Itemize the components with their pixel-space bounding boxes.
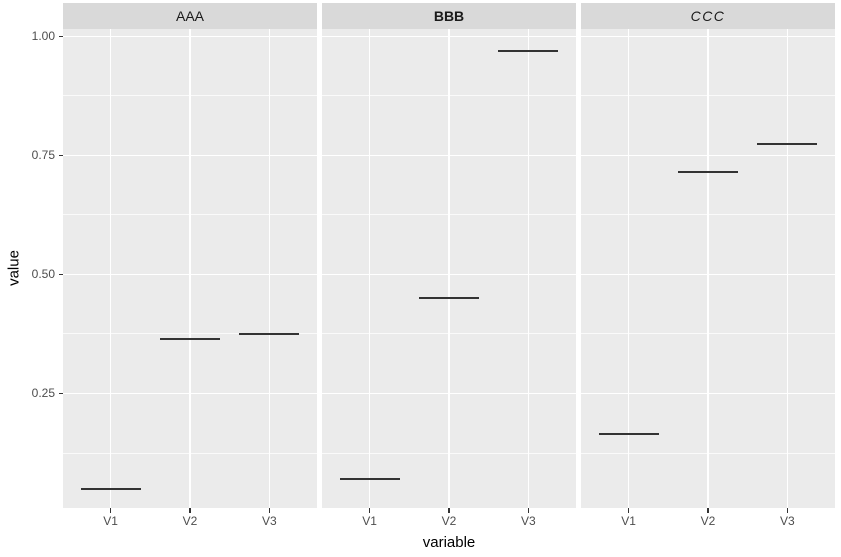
- facet-panel: [581, 29, 835, 508]
- data-segment: [498, 49, 559, 52]
- x-tick-label: V2: [700, 514, 716, 528]
- x-tick-mark: [448, 508, 450, 513]
- data-segment: [419, 297, 479, 300]
- facet-strip-label: AAA: [175, 8, 204, 24]
- gridline-major-x: [527, 29, 530, 508]
- x-tick-mark: [627, 508, 630, 513]
- y-tick-mark: [58, 392, 63, 395]
- x-tick-label: V3: [262, 514, 277, 528]
- x-tick-mark: [268, 508, 271, 513]
- data-segment: [239, 332, 300, 335]
- x-tick-label: V2: [182, 514, 198, 528]
- facet-strip-label: CCC: [690, 8, 726, 24]
- x-tick-mark: [527, 508, 530, 513]
- gridline-major-x: [707, 29, 709, 508]
- y-tick-mark: [58, 273, 63, 276]
- data-segment: [339, 478, 400, 481]
- gridline-major-x: [368, 29, 371, 508]
- x-tick-label: V1: [621, 514, 636, 528]
- facet-strip: CCC: [581, 3, 835, 29]
- x-tick-label: V3: [521, 514, 536, 528]
- data-segment: [757, 142, 818, 145]
- facet-panel: [63, 29, 317, 508]
- y-tick-label: 0.50: [31, 267, 55, 282]
- x-tick-mark: [707, 508, 709, 513]
- gridline-major-x: [189, 29, 191, 508]
- facet-panel: [322, 29, 576, 508]
- x-tick-label: V3: [780, 514, 795, 528]
- x-tick-label: V1: [103, 514, 118, 528]
- x-tick-mark: [109, 508, 112, 513]
- y-tick-label: 1.00: [31, 29, 55, 44]
- y-tick-label: 0.25: [31, 386, 55, 401]
- x-tick-mark: [786, 508, 789, 513]
- data-segment: [80, 487, 141, 490]
- x-tick-mark: [189, 508, 191, 513]
- x-tick-label: V1: [362, 514, 377, 528]
- x-tick-label: V2: [441, 514, 457, 528]
- facet-strip: BBB: [322, 3, 576, 29]
- y-tick-label: 0.75: [31, 148, 55, 163]
- x-tick-mark: [368, 508, 371, 513]
- gridline-major-x: [786, 29, 789, 508]
- gridline-major-x: [448, 29, 450, 508]
- y-tick-mark: [58, 35, 63, 38]
- data-segment: [678, 171, 738, 174]
- y-tick-mark: [58, 154, 63, 157]
- gridline-major-x: [268, 29, 271, 508]
- data-segment: [598, 432, 659, 435]
- facet-strip: AAA: [63, 3, 317, 29]
- gridline-major-x: [627, 29, 630, 508]
- x-axis-title: variable: [422, 534, 476, 551]
- gridline-major-x: [109, 29, 112, 508]
- facet-strip-label: BBB: [433, 8, 465, 24]
- data-segment: [160, 337, 220, 340]
